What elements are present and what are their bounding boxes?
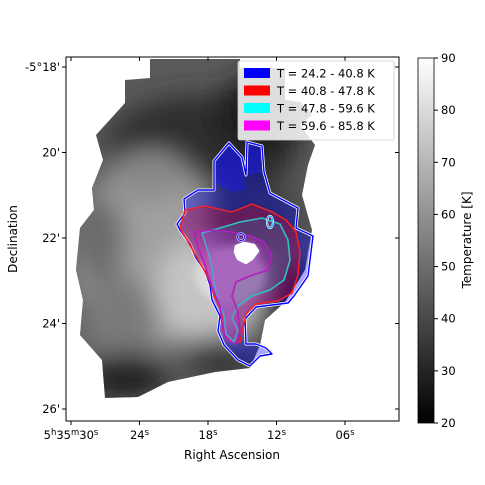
y-axis-ticks: -5°18' 20' 22' 24' 26' xyxy=(25,60,399,416)
contour-island-small-inner xyxy=(237,233,245,241)
x-tick-label: 24s xyxy=(130,428,150,442)
colorbar-tick-label: 80 xyxy=(441,103,456,117)
colorbar-tick-label: 30 xyxy=(441,364,456,378)
y-tick-label: 24' xyxy=(42,317,60,331)
y-tick-label: -5°18' xyxy=(25,60,60,74)
legend-label: T = 47.8 - 59.6 K xyxy=(276,102,375,116)
colorbar-tick-label: 50 xyxy=(441,260,456,274)
colorbar-ticks: 20 30 40 50 60 70 80 90 xyxy=(434,51,456,430)
legend-box xyxy=(237,60,395,141)
legend-swatch xyxy=(244,85,270,96)
colorbar-gradient xyxy=(417,57,435,424)
x-axis-label: Right Ascension xyxy=(184,448,280,462)
legend-swatch xyxy=(244,68,270,78)
legend-swatch xyxy=(244,120,270,131)
colorbar: 20 30 40 50 60 70 80 90 Temperature [K] xyxy=(417,51,474,430)
contour-blue-line xyxy=(176,141,314,367)
contour-island-cyan-inner xyxy=(266,215,274,229)
y-tick-label: 22' xyxy=(42,231,60,245)
colorbar-label: Temperature [K] xyxy=(460,191,474,289)
legend-label: T = 59.6 - 85.8 K xyxy=(276,119,375,133)
legend: T = 24.2 - 40.8 K T = 40.8 - 47.8 K T = 47… xyxy=(237,60,395,141)
x-tick-label: 12s xyxy=(267,428,287,442)
contour-fill-blue xyxy=(215,142,264,192)
contour-red xyxy=(179,203,301,343)
y-tick-label: 26' xyxy=(42,402,60,416)
legend-label: T = 24.2 - 40.8 K xyxy=(276,67,375,81)
colorbar-tick-label: 70 xyxy=(441,155,456,169)
legend-swatch xyxy=(244,103,270,113)
y-tick-label: 20' xyxy=(42,146,60,160)
hot-core xyxy=(233,241,260,265)
axes-frame xyxy=(65,56,400,422)
x-tick-label: 18s xyxy=(198,428,218,442)
x-tick-label: 5h35m30s xyxy=(44,428,99,442)
colorbar-tick-label: 40 xyxy=(441,312,456,326)
colorbar-tick-label: 60 xyxy=(441,207,456,221)
x-axis-ticks: 5h35m30s 24s 18s 12s 06s xyxy=(44,57,355,442)
colorbar-tick-label: 90 xyxy=(441,51,456,65)
colorbar-tick-label: 20 xyxy=(441,416,456,430)
legend-label: T = 40.8 - 47.8 K xyxy=(276,84,375,98)
y-axis-label: Declination xyxy=(6,205,20,273)
x-tick-label: 06s xyxy=(335,428,355,442)
